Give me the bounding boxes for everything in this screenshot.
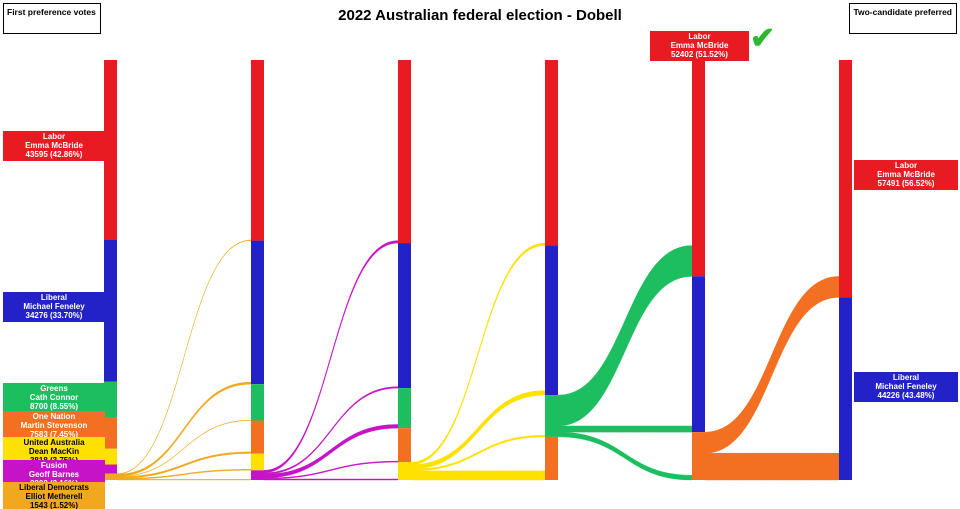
vote-count: 1543 (1.52%) xyxy=(29,500,79,509)
node-uap-col3 xyxy=(398,462,411,480)
node-liberal-col6 xyxy=(839,297,852,480)
node-liberal-col4 xyxy=(545,245,558,396)
node-labor-col5 xyxy=(692,60,705,277)
label-right-labor: Labor Emma McBride 57491 (56.52%) xyxy=(854,160,958,191)
node-labor-col4 xyxy=(545,60,558,246)
label-left-labor: Labor Emma McBride 43595 (42.86%) xyxy=(3,131,105,162)
label-left-greens: Greens Cath Connor 8700 (8.55%) xyxy=(3,383,105,414)
node-greens-col3 xyxy=(398,388,411,429)
flow-libdem-to-labor-stage1 xyxy=(116,239,252,475)
node-onenation-col5 xyxy=(692,432,705,480)
flow-uap-to-liberal-stage3 xyxy=(410,390,546,470)
winner-check-icon: ✔ xyxy=(750,22,776,55)
party-name: Greens xyxy=(40,384,68,393)
label-left-libdem: Liberal Democrats Elliot Metherell 1543 (1… xyxy=(3,482,105,509)
party-name: One Nation xyxy=(32,412,76,421)
party-name: Labor xyxy=(42,132,66,141)
node-greens-col4 xyxy=(545,395,558,437)
node-onenation-col1 xyxy=(104,417,117,449)
vote-count: 34276 (33.70%) xyxy=(25,310,83,320)
candidate-name: Dean MacKin xyxy=(28,446,80,456)
candidate-name: Michael Feneley xyxy=(875,381,937,391)
candidate-name: Emma McBride xyxy=(25,140,83,150)
first-preference-header: First preference votes xyxy=(3,3,101,34)
party-name: Liberal xyxy=(892,373,920,382)
node-onenation-col4 xyxy=(545,436,558,480)
candidate-name: Geoff Barnes xyxy=(28,469,80,479)
candidate-name: Michael Feneley xyxy=(23,301,85,311)
label-left-liberal: Liberal Michael Feneley 34276 (33.70%) xyxy=(3,292,105,323)
node-fusion-col2 xyxy=(251,470,264,480)
party-name: Liberal Democrats xyxy=(19,483,89,492)
vote-count: 44226 (43.48%) xyxy=(877,390,935,400)
label-right-liberal: Liberal Michael Feneley 44226 (43.48%) xyxy=(854,372,958,403)
winner-callout: Labor Emma McBride 52402 (51.52%) xyxy=(650,31,749,62)
flow-libdem-to-liberal-stage1 xyxy=(116,381,252,477)
flow-fusion-to-liberal-stage2 xyxy=(263,386,399,475)
node-greens-col1 xyxy=(104,381,117,418)
node-labor-col6 xyxy=(839,60,852,298)
node-onenation-col3 xyxy=(398,428,411,463)
node-uap-col2 xyxy=(251,453,264,471)
node-labor-col2 xyxy=(251,60,264,241)
flow-onenation-to-liberal-stage5 xyxy=(704,452,840,481)
vote-count: 43595 (42.86%) xyxy=(25,149,83,159)
node-liberal-col2 xyxy=(251,240,264,385)
node-liberal-col5 xyxy=(692,276,705,433)
candidate-name: Emma McBride xyxy=(877,169,935,179)
winner-party: Labor xyxy=(688,32,711,41)
party-name: Fusion xyxy=(40,461,68,470)
node-labor-col3 xyxy=(398,60,411,244)
flow-fusion-to-uap-stage2 xyxy=(263,478,399,481)
party-name: Labor xyxy=(894,161,918,170)
candidate-name: Elliot Metherell xyxy=(25,491,83,501)
flow-uap-to-onenation-stage3 xyxy=(410,470,546,481)
node-labor-col1 xyxy=(104,60,117,241)
flow-libdem-to-fusion-stage1 xyxy=(116,479,252,481)
winner-votes: 52402 (51.52%) xyxy=(671,49,728,59)
node-libdem-col1 xyxy=(104,473,117,480)
flow-greens-to-onenation-stage4 xyxy=(557,431,693,481)
flow-greens-to-labor-stage4 xyxy=(557,245,693,427)
node-greens-col2 xyxy=(251,384,264,421)
node-fusion-col1 xyxy=(104,464,117,474)
flow-fusion-to-labor-stage2 xyxy=(263,240,399,473)
node-uap-col1 xyxy=(104,448,117,465)
flow-greens-to-liberal-stage4 xyxy=(557,425,693,433)
winner-candidate: Emma McBride xyxy=(670,40,729,50)
candidate-name: Martin Stevenson xyxy=(20,420,88,430)
vote-count: 57491 (56.52%) xyxy=(877,178,935,188)
party-name: United Australia xyxy=(23,438,85,447)
two-candidate-header: Two-candidate preferred xyxy=(849,3,957,34)
party-name: Liberal xyxy=(40,293,68,302)
candidate-name: Cath Connor xyxy=(29,392,79,402)
node-onenation-col2 xyxy=(251,420,264,454)
flow-onenation-to-labor-stage5 xyxy=(704,276,840,454)
node-liberal-col3 xyxy=(398,243,411,389)
node-liberal-col1 xyxy=(104,240,117,382)
chart-title: 2022 Australian federal election - Dobel… xyxy=(338,7,622,24)
